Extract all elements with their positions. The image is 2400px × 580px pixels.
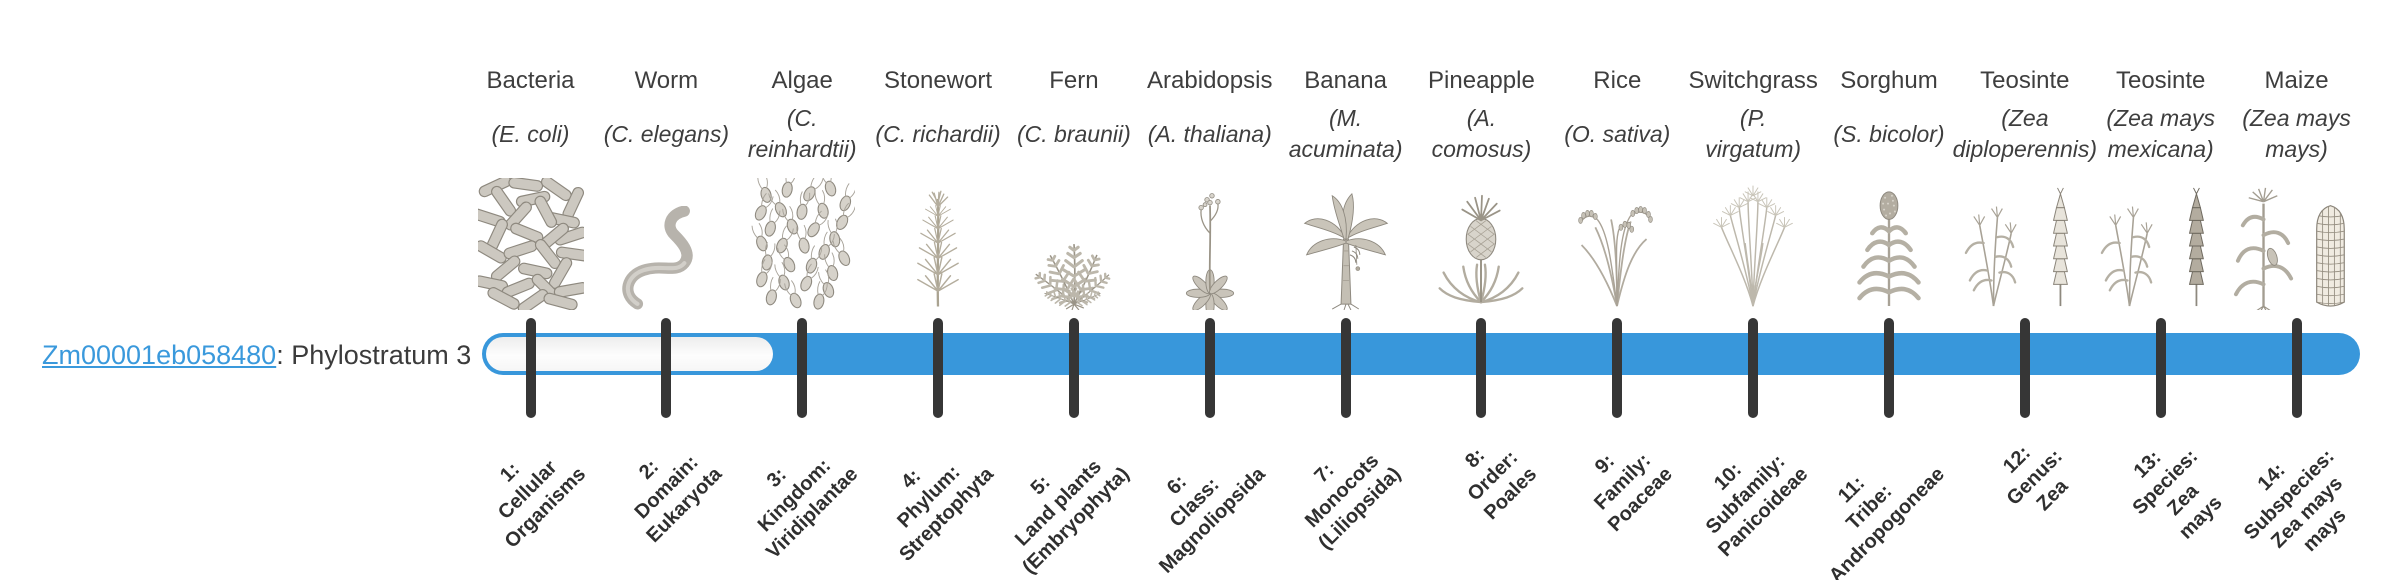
taxon-scientific-name-wrap: (C. braunii): [989, 100, 1159, 168]
stratum-label: 11: Tribe: Andropogoneae: [1824, 463, 1949, 580]
timeline-tick: [1612, 318, 1623, 418]
timeline-bar: [482, 333, 2360, 375]
gene-id-link[interactable]: Zm00001eb058480: [42, 340, 277, 370]
timeline-tick: [2291, 318, 2302, 418]
taxon-scientific-name-wrap: (C. elegans): [581, 100, 751, 168]
timeline-tick: [1748, 318, 1759, 418]
stratum-label: 7: Monocots (Liliopsida): [1300, 449, 1406, 555]
taxon-scientific-name: (P. virgatum): [1705, 105, 1802, 162]
teosinte-mexicana-illustration: [2076, 168, 2246, 310]
taxon-scientific-name: (S. bicolor): [1833, 120, 1945, 147]
maize-illustration: [2212, 168, 2382, 310]
taxon-common-name: Arabidopsis: [1147, 67, 1273, 94]
stonewort-illustration: [853, 168, 1023, 310]
taxon-scientific-name-wrap: (A. comosus): [1396, 100, 1566, 168]
switchgrass-illustration: [1668, 168, 1838, 310]
taxon-scientific-name: (A. thaliana): [1147, 120, 1272, 147]
taxon-scientific-name: (C. braunii): [1017, 120, 1131, 147]
timeline-tick: [797, 318, 808, 418]
taxon-common-name: Stonewort: [884, 67, 993, 94]
taxon-scientific-name-wrap: (O. sativa): [1532, 100, 1702, 168]
taxon-scientific-name-wrap: (E. coli): [446, 100, 616, 168]
gene-label: Zm00001eb058480: Phylostratum 3: [42, 339, 471, 371]
taxon-scientific-name-wrap: (Zea mays mays): [2212, 100, 2382, 168]
taxon-common-name: Teosinte: [1980, 67, 2070, 94]
taxon-scientific-name: (C. elegans): [603, 120, 729, 147]
stratum-label: 9: Family: Poaceae: [1590, 449, 1677, 537]
taxon-common-name: Teosinte: [2115, 67, 2206, 94]
stratum-label: 2: Domain: Eukaryota: [630, 451, 726, 548]
stratum-label: 12: Genus: Zea: [1998, 441, 2073, 516]
teosinte-diploperennis-illustration: [1940, 168, 2110, 310]
arabidopsis-illustration: [1125, 168, 1295, 310]
fern-illustration: [989, 168, 1159, 310]
timeline-tick: [1476, 318, 1487, 418]
stratum-label: 13: Species: Zea mays: [2128, 445, 2227, 544]
pineapple-illustration: [1396, 168, 1566, 310]
banana-illustration: [1261, 168, 1431, 310]
stratum-label: 8: Order: Poales: [1461, 444, 1542, 525]
timeline-tick: [1068, 318, 1079, 418]
taxon-common-name: Worm: [634, 67, 699, 94]
taxon-common-name: Maize: [2264, 67, 2329, 94]
taxon-scientific-name-wrap: (A. thaliana): [1125, 100, 1295, 168]
taxon-scientific-name: (M. acuminata): [1288, 105, 1403, 162]
timeline-tick: [933, 318, 944, 418]
taxon-scientific-name-wrap: (C. richardii): [853, 100, 1023, 168]
taxon-common-name: Switchgrass: [1688, 67, 1818, 94]
taxon-common-name: Banana: [1304, 67, 1387, 94]
worm-illustration: [581, 168, 751, 310]
taxon-scientific-name-wrap: (Zea mays mexicana): [2076, 100, 2246, 168]
taxon-scientific-name-wrap: (C. reinhardtii): [717, 100, 887, 168]
taxon-scientific-name: (E. coli): [491, 120, 570, 147]
timeline-tick: [2155, 318, 2166, 418]
rice-illustration: [1532, 168, 1702, 310]
taxon-common-name: Pineapple: [1428, 67, 1535, 94]
stratum-label: 10: Subfamily: Panicoideae: [1702, 450, 1813, 562]
stratum-label: 3: Kingdom: Viridiplantae: [753, 454, 862, 564]
taxon-common-name: Rice: [1593, 67, 1642, 94]
sorghum-illustration: [1804, 168, 1974, 310]
taxon-common-name: Bacteria: [486, 67, 575, 94]
taxon-scientific-name: (A. comosus): [1431, 105, 1532, 162]
taxon-common-name: Sorghum: [1840, 67, 1938, 94]
timeline-tick: [1204, 318, 1215, 418]
stratum-label: 6: Class: Magnoliopsida: [1154, 463, 1270, 578]
taxon-common-name: Fern: [1049, 67, 1099, 94]
taxon-scientific-name: (Zea mays mexicana): [2106, 105, 2215, 162]
stratum-label: 1: Cellular Organisms: [494, 456, 591, 553]
taxon-scientific-name: (O. sativa): [1564, 120, 1671, 147]
gene-phylostratum-text: : Phylostratum 3: [276, 340, 472, 370]
taxon-scientific-name-wrap: (M. acuminata): [1261, 100, 1431, 168]
stratum-label: 4: Phylum: Streptophyta: [892, 461, 998, 566]
taxon-scientific-name-wrap: (Zea diploperennis): [1940, 100, 2110, 168]
taxon-scientific-name: (Zea mays mays): [2242, 105, 2351, 162]
taxon-scientific-name: (C. reinhardtii): [747, 105, 857, 162]
stratum-label: 5: Land plants (Embryophyta): [1010, 455, 1134, 579]
timeline-tick: [1884, 318, 1894, 418]
taxon-scientific-name-wrap: (S. bicolor): [1804, 100, 1974, 168]
timeline-tick: [2019, 318, 2030, 418]
timeline-tick: [525, 318, 536, 418]
taxon-scientific-name: (C. richardii): [875, 120, 1001, 147]
timeline-tick: [661, 318, 672, 418]
taxon-scientific-name: (Zea diploperennis): [1952, 105, 2098, 162]
taxon-common-name: Algae: [771, 67, 833, 94]
timeline-tick: [1340, 318, 1351, 418]
taxon-scientific-name-wrap: (P. virgatum): [1668, 100, 1838, 168]
stratum-label: 14: Subspecies: Zea mays mays: [2239, 445, 2351, 557]
